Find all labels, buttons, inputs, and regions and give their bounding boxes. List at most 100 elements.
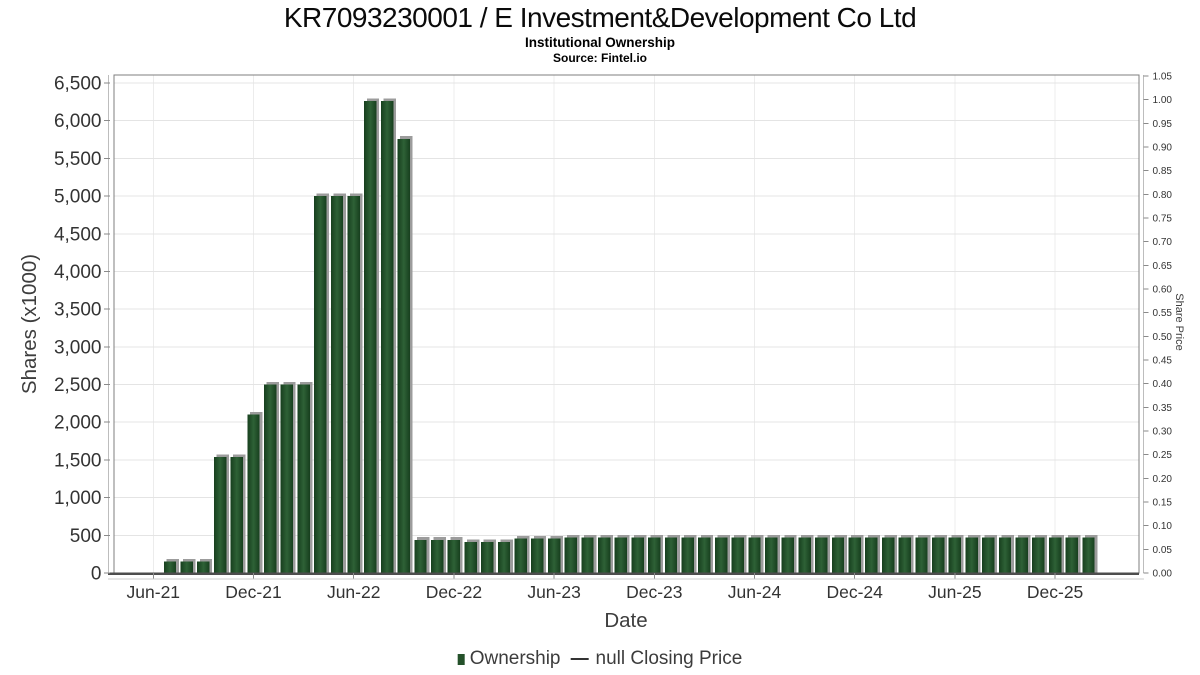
legend-ownership-label: Ownership (469, 648, 561, 669)
bar-Sep-24 (798, 537, 811, 573)
bar-Jan-23 (464, 542, 477, 573)
y-right-tick-label: 0.55 (1153, 308, 1173, 319)
y-right-tick-label: 0.60 (1153, 285, 1173, 296)
bar-Nov-24 (831, 537, 845, 573)
x-axis-label: Date (604, 609, 648, 632)
y-left-tick-label: 2,500 (54, 375, 102, 396)
y-right-tick-label: 0.85 (1153, 166, 1173, 177)
y-right-tick-label: 0.75 (1153, 214, 1173, 225)
bar-Aug-25 (982, 537, 995, 573)
x-tick-label: Dec-25 (1027, 582, 1083, 602)
y-left-tick-label: 4,500 (54, 224, 102, 245)
bar-Mar-22 (297, 384, 310, 573)
bar-Jan-26 (1065, 537, 1078, 573)
x-tick-label: Jun-25 (928, 582, 982, 602)
price-line-icon (570, 657, 589, 661)
x-tick-label: Jun-23 (527, 582, 581, 602)
bar-Apr-23 (514, 538, 527, 573)
x-tick-label: Dec-23 (626, 582, 682, 602)
bar-Dec-22 (447, 539, 461, 573)
y-right-tick-label: 0.40 (1153, 379, 1173, 390)
y-left-tick-label: 3,500 (54, 300, 102, 321)
bar-May-24 (731, 537, 744, 573)
bar-Feb-25 (881, 537, 895, 573)
y-left-tick-label: 6,000 (54, 111, 102, 132)
bar-Jun-25 (948, 537, 962, 573)
y-right-tick-label: 0.90 (1153, 143, 1173, 154)
legend-item-closing-price[interactable]: null Closing Price (561, 648, 743, 670)
x-tick-label: Dec-21 (225, 582, 281, 602)
legend-price-label: null Closing Price (595, 648, 743, 669)
x-tick-label: Jun-24 (728, 582, 782, 602)
bar-Oct-25 (1015, 537, 1028, 573)
y-left-tick-label: 6,500 (54, 74, 102, 95)
y-right-tick-label: 0.50 (1153, 332, 1173, 343)
bar-Sep-21 (197, 561, 210, 573)
y-left-tick-label: 5,000 (54, 187, 102, 208)
y-right-tick-label: 0.10 (1153, 521, 1173, 532)
legend-item-ownership[interactable]: Ownership (457, 648, 561, 670)
x-tick-label: Jun-21 (127, 582, 181, 602)
ownership-swatch-icon (457, 653, 465, 665)
bar-Dec-24 (848, 537, 861, 573)
bar-Mar-23 (497, 542, 511, 573)
y-right-tick-label: 0.95 (1153, 119, 1173, 130)
bar-Mar-24 (698, 537, 711, 573)
bar-Aug-22 (380, 101, 394, 573)
y-left-tick-label: 3,000 (54, 337, 102, 358)
y-right-tick-label: 0.15 (1153, 498, 1173, 509)
bar-Jan-22 (264, 384, 277, 573)
y-right-tick-label: 0.20 (1153, 474, 1173, 485)
legend: Ownership null Closing Price (457, 648, 743, 670)
bar-Jun-23 (547, 538, 561, 573)
bar-Oct-22 (414, 539, 427, 573)
y-right-tick-label: 0.45 (1153, 356, 1173, 367)
bar-Aug-24 (781, 537, 795, 573)
x-tick-label: Dec-22 (426, 582, 482, 602)
bar-May-23 (531, 538, 544, 573)
bar-Feb-26 (1082, 537, 1095, 573)
y-left-tick-label: 4,000 (54, 262, 102, 283)
chart-title: KR7093230001 / E Investment&Development … (283, 2, 917, 33)
y-right-tick-label: 0.65 (1153, 261, 1173, 272)
chart-subtitle: Institutional Ownership (524, 35, 675, 50)
y-right-tick-label: 0.00 (1153, 569, 1173, 580)
bar-Feb-24 (681, 537, 694, 573)
bar-Dec-21 (247, 414, 260, 573)
bar-Sep-23 (598, 537, 611, 573)
bar-Jul-23 (564, 537, 577, 573)
y-right-tick-label: 0.70 (1153, 237, 1173, 248)
bar-May-22 (330, 196, 344, 574)
y-right-tick-label: 0.80 (1153, 190, 1173, 201)
bar-Jul-22 (364, 101, 377, 573)
bar-Dec-25 (1048, 537, 1062, 573)
y-right-tick-label: 0.25 (1153, 450, 1173, 461)
x-tick-label: Dec-24 (826, 582, 883, 602)
y-axis-label-left: Shares (x1000) (18, 253, 41, 395)
y-right-tick-label: 0.30 (1153, 427, 1173, 438)
bar-Jun-24 (748, 537, 761, 573)
y-right-tick-label: 0.35 (1153, 403, 1173, 414)
bar-Nov-23 (631, 537, 644, 573)
bar-Oct-23 (614, 537, 628, 573)
bar-Nov-25 (1032, 537, 1045, 573)
bar-Jul-24 (765, 537, 778, 573)
y-right-tick-label: 1.00 (1153, 95, 1173, 106)
y-left-tick-label: 2,000 (54, 413, 102, 434)
bar-Apr-24 (714, 537, 728, 573)
y-axis-label-right: Share Price (1173, 293, 1185, 351)
bar-May-25 (932, 537, 945, 573)
bar-Jul-21 (163, 561, 177, 573)
bar-Aug-23 (581, 537, 594, 573)
y-left-tick-label: 0 (91, 564, 102, 585)
y-left-tick-label: 1,500 (54, 450, 102, 471)
bar-Apr-25 (915, 537, 928, 573)
bar-Mar-25 (898, 537, 911, 573)
bar-Apr-22 (314, 196, 327, 574)
x-tick-label: Jun-22 (327, 582, 381, 602)
y-left-tick-label: 5,500 (54, 149, 102, 170)
bar-Sep-25 (998, 537, 1012, 573)
bar-Jun-22 (347, 196, 360, 574)
y-left-tick-label: 500 (70, 526, 102, 547)
